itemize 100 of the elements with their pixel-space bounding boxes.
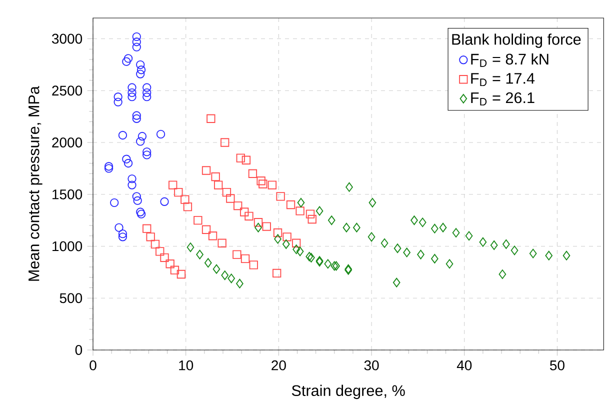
point <box>465 231 473 241</box>
point <box>410 216 418 226</box>
point <box>136 210 146 218</box>
point <box>136 60 145 70</box>
point <box>146 232 155 242</box>
legend-title: Blank holding force <box>452 34 581 48</box>
point <box>292 238 301 248</box>
point <box>262 222 271 231</box>
y-tick-label: 2000 <box>52 138 82 148</box>
point <box>529 248 537 258</box>
point <box>202 166 211 175</box>
point <box>256 176 266 186</box>
point <box>156 247 164 256</box>
point <box>124 158 133 168</box>
point <box>346 182 353 192</box>
point <box>136 137 145 146</box>
point <box>118 229 128 238</box>
y-tick-label: 1500 <box>52 189 82 200</box>
point <box>276 192 285 201</box>
point <box>446 259 454 269</box>
point <box>332 261 340 271</box>
point <box>212 264 220 274</box>
point <box>104 164 114 173</box>
point <box>128 174 136 184</box>
point <box>114 223 124 232</box>
point <box>272 268 282 278</box>
point <box>132 32 141 42</box>
point <box>132 111 141 120</box>
point <box>166 260 174 268</box>
point <box>242 156 251 164</box>
point <box>431 224 438 234</box>
point <box>394 244 402 254</box>
point <box>128 88 136 98</box>
point <box>502 239 510 249</box>
point <box>174 188 183 197</box>
point <box>132 192 141 201</box>
point <box>274 234 282 244</box>
point <box>392 278 400 288</box>
point <box>328 216 336 226</box>
x-tick-label: 0 <box>90 360 96 370</box>
point <box>142 147 152 156</box>
point <box>510 246 518 256</box>
point <box>160 253 169 262</box>
point <box>104 162 114 171</box>
point <box>220 138 230 147</box>
point <box>196 250 204 260</box>
point <box>214 180 223 190</box>
point <box>292 244 300 254</box>
point <box>180 195 190 204</box>
x-tick-label: 50 <box>550 360 564 370</box>
point <box>226 194 235 203</box>
point <box>122 57 131 66</box>
point <box>128 83 136 92</box>
point <box>236 154 245 162</box>
point <box>211 172 220 182</box>
point <box>380 238 388 248</box>
point <box>282 232 292 242</box>
point <box>118 130 128 140</box>
point <box>150 240 160 248</box>
point <box>244 212 254 220</box>
point <box>136 70 145 78</box>
point <box>132 114 141 123</box>
x-tick-label: 20 <box>272 360 286 370</box>
point <box>306 252 314 262</box>
point <box>186 242 194 252</box>
point <box>418 218 426 228</box>
point <box>353 222 360 232</box>
point <box>118 232 128 242</box>
point <box>160 197 169 206</box>
point <box>562 250 570 260</box>
point <box>417 250 424 260</box>
point <box>368 232 376 242</box>
point <box>170 266 180 274</box>
point <box>308 252 315 262</box>
legend-label: F$_{D}$ = 26.1 <box>471 92 534 106</box>
point <box>183 202 192 212</box>
point <box>342 222 350 232</box>
point <box>296 206 304 216</box>
point <box>258 180 268 188</box>
y-tick-label: 3000 <box>52 34 82 44</box>
point <box>249 260 258 270</box>
point <box>324 259 332 269</box>
point <box>452 228 460 238</box>
point <box>296 246 304 256</box>
y-axis-title: Mean contact pressure, MPa <box>28 86 42 281</box>
point <box>545 250 553 260</box>
point <box>156 130 166 139</box>
point <box>490 240 498 250</box>
point <box>128 180 136 190</box>
point <box>308 214 316 224</box>
point <box>222 188 232 197</box>
point <box>114 98 122 106</box>
point <box>110 198 119 208</box>
x-axis-title: Strain degree, % <box>292 384 405 400</box>
point <box>254 218 263 227</box>
point <box>202 225 211 234</box>
point <box>136 66 146 74</box>
point <box>306 210 315 218</box>
point <box>316 206 324 216</box>
point <box>138 132 147 141</box>
